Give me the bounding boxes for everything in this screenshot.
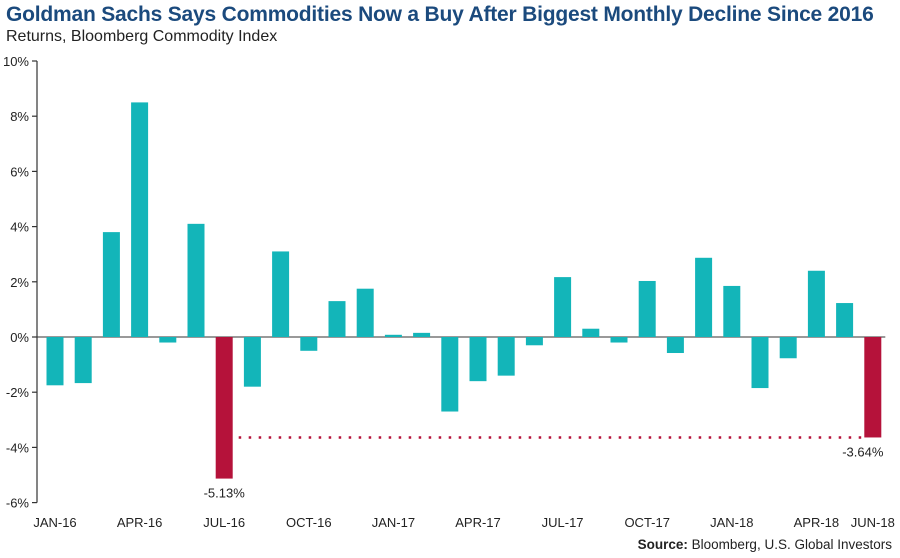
- source-label: Source:: [637, 537, 688, 552]
- bar-dec-16: [356, 288, 374, 337]
- bar-feb-17: [413, 332, 431, 337]
- x-tick-label: JUL-17: [542, 515, 584, 530]
- bar-mar-17: [441, 337, 459, 412]
- x-tick-label: APR-18: [794, 515, 840, 530]
- x-tick-label: OCT-17: [624, 515, 670, 530]
- y-tick-label: 2%: [10, 275, 29, 290]
- y-tick-label: -6%: [6, 496, 30, 511]
- bar-feb-18: [751, 337, 769, 389]
- y-tick-label: 6%: [10, 164, 29, 179]
- bar-mar-18: [779, 337, 797, 359]
- bar-oct-17: [638, 280, 656, 337]
- y-tick-label: 4%: [10, 220, 29, 235]
- chart-subtitle: Returns, Bloomberg Commodity Index: [6, 28, 278, 45]
- y-tick-label: 0%: [10, 330, 29, 345]
- bar-sep-17: [610, 337, 628, 343]
- bar-nov-16: [328, 301, 346, 337]
- x-tick-label: APR-16: [117, 515, 163, 530]
- y-tick-label: -4%: [6, 440, 30, 455]
- bar-apr-17: [469, 337, 487, 382]
- bar-may-18: [836, 303, 854, 337]
- bar-jan-17: [384, 334, 402, 337]
- bar-apr-16: [131, 102, 149, 338]
- bar-may-16: [159, 337, 177, 343]
- bar-mar-16: [102, 232, 120, 337]
- x-tick-label: OCT-16: [286, 515, 332, 530]
- data-label: -3.64%: [842, 444, 884, 459]
- bar-nov-17: [666, 337, 684, 354]
- x-tick-label: JAN-17: [372, 515, 415, 530]
- bar-dec-17: [695, 257, 713, 337]
- bar-jan-18: [723, 285, 741, 337]
- y-tick-label: 10%: [3, 54, 29, 69]
- bar-may-17: [497, 337, 515, 376]
- bar-aug-17: [582, 328, 600, 337]
- x-tick-label: JAN-18: [710, 515, 753, 530]
- bar-jul-17: [554, 277, 572, 337]
- y-tick-label: -2%: [6, 385, 30, 400]
- bar-jun-18: [864, 337, 882, 438]
- data-label: -5.13%: [204, 486, 246, 501]
- y-tick-label: 8%: [10, 109, 29, 124]
- bar-jul-16: [215, 337, 233, 479]
- source-note: Source: Bloomberg, U.S. Global Investors: [638, 537, 892, 552]
- x-tick-label: JUN-18: [851, 515, 895, 530]
- source-text: Bloomberg, U.S. Global Investors: [691, 537, 892, 552]
- bar-sep-16: [272, 251, 290, 337]
- x-tick-label: JAN-16: [33, 515, 76, 530]
- bar-jun-17: [525, 337, 543, 346]
- x-tick-label: APR-17: [455, 515, 501, 530]
- chart-title: Goldman Sachs Says Commodities Now a Buy…: [6, 3, 874, 26]
- bar-feb-16: [74, 337, 92, 384]
- bar-aug-16: [243, 337, 261, 387]
- x-tick-label: JUL-16: [203, 515, 245, 530]
- bar-jan-16: [46, 337, 64, 386]
- bar-oct-16: [300, 337, 318, 351]
- bar-jun-16: [187, 223, 205, 337]
- bar-apr-18: [807, 270, 825, 337]
